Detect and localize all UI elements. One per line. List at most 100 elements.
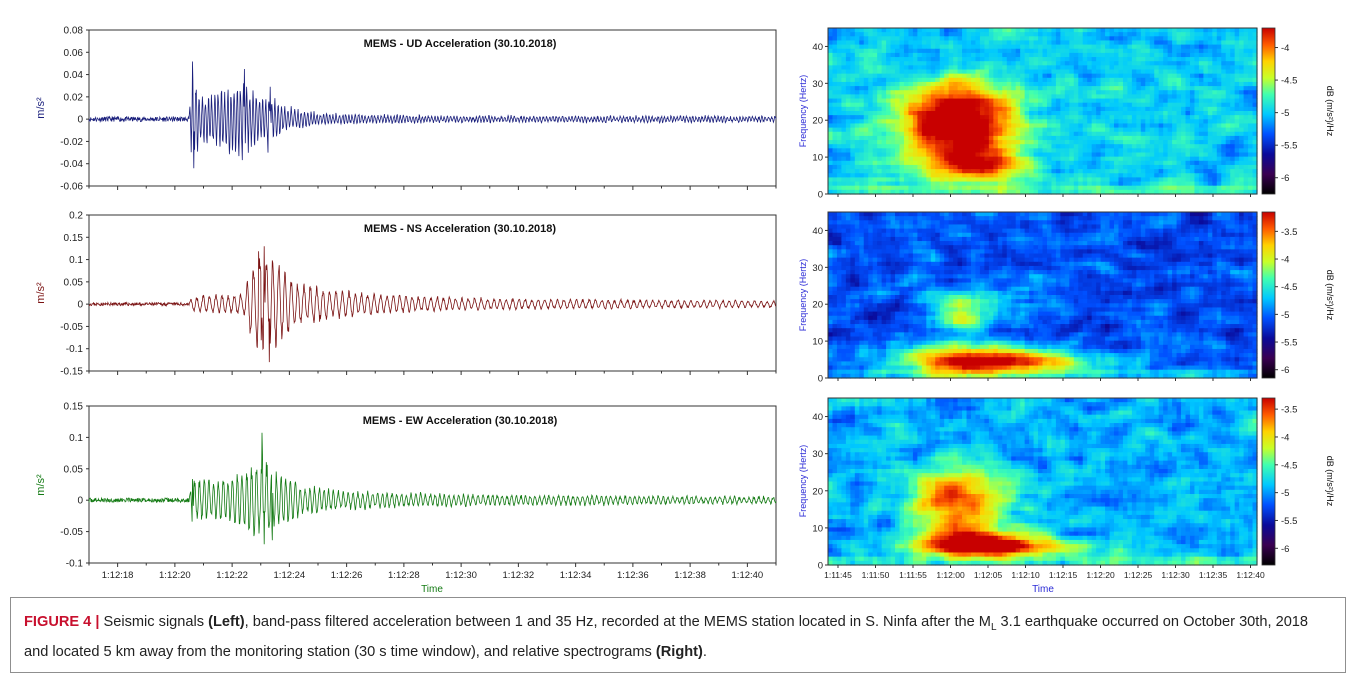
spectrogram-cell (899, 224, 905, 230)
spectrogram-cell (1158, 177, 1164, 183)
spectrogram-cell (1087, 94, 1093, 100)
spectrogram-cell (841, 228, 847, 234)
spectrogram-cell (877, 173, 883, 178)
spectrogram-cell (1234, 40, 1240, 46)
spectrogram-cell (845, 77, 851, 83)
spectrogram-cell (984, 65, 990, 71)
spectrogram-cell (1078, 164, 1084, 170)
spectrogram-cell (1172, 81, 1178, 87)
spectrogram-cell (971, 148, 977, 154)
spectrogram-cell (1118, 212, 1124, 217)
spectrogram-cell (1006, 232, 1012, 238)
spectrogram-cell (979, 61, 986, 66)
spectrogram-cell (899, 127, 905, 133)
spectrogram-cell (1248, 169, 1254, 174)
spectrogram-cell (1100, 173, 1106, 178)
spectrogram-cell (953, 249, 959, 255)
spectrogram-cell (1221, 32, 1227, 37)
spectrogram-cell (1230, 48, 1236, 54)
spectrogram-cell (1136, 52, 1142, 58)
spectrogram-cell (993, 185, 999, 191)
spectrogram-cell (1033, 140, 1039, 145)
spectrogram-cell (1038, 164, 1044, 170)
spectrogram-cell (1069, 181, 1075, 187)
spectrogram-cell (1046, 241, 1053, 246)
spectrogram-cell (948, 44, 954, 50)
spectrogram-cell (1198, 52, 1204, 58)
spectrogram-cell (836, 94, 843, 100)
spectrogram-cell (1252, 32, 1258, 37)
spectrogram-cell (1078, 123, 1084, 129)
spectrogram-cell (1203, 102, 1209, 108)
spectrogram-cell (930, 123, 936, 129)
spectrogram-cell (850, 98, 856, 104)
spectrogram-cell (903, 169, 910, 174)
spectrogram-cell (881, 90, 887, 95)
spectrogram-cell (1064, 28, 1070, 33)
spectrogram-cell (1198, 177, 1204, 183)
spectrogram-cell (1064, 169, 1070, 174)
spectrogram-cell (1073, 164, 1079, 170)
spectrogram-cell (1051, 177, 1057, 183)
spectrogram-cell (881, 131, 887, 137)
spectrogram-cell (895, 131, 901, 137)
spectrogram-cell (854, 156, 860, 162)
spectrogram-cell (966, 94, 972, 100)
spectrogram-cell (1176, 212, 1182, 217)
spectrogram-cell (1239, 148, 1245, 154)
spectrogram-cell (877, 94, 883, 100)
spectrogram-cell (1122, 156, 1129, 162)
spectrogram-cell (899, 131, 905, 137)
spectrogram-cell (1055, 135, 1061, 141)
spectrogram-cell (971, 77, 977, 83)
spectrogram-cell (1091, 185, 1097, 191)
spectrogram-cell (1087, 57, 1093, 62)
spectrogram-cell (979, 36, 986, 42)
spectrogram-cell (836, 57, 843, 62)
spectrogram-cell (845, 249, 851, 255)
spectrogram-cell (1194, 241, 1200, 246)
spectrogram-cell (1243, 220, 1249, 226)
spectrogram-cell (1060, 127, 1066, 133)
spectrogram-cell (1203, 111, 1209, 116)
spectrogram-cell (917, 44, 923, 50)
spectrogram-cell (1011, 164, 1017, 170)
spectrogram-cell (859, 40, 865, 46)
spectrogram-cell (1198, 232, 1204, 238)
spectrogram-cell (1172, 185, 1178, 191)
x-tick-label: 1:12:38 (674, 570, 706, 581)
spectrogram-cell (854, 148, 860, 154)
spectrogram-cell (1033, 173, 1039, 178)
spectrogram-cell (1020, 236, 1026, 242)
spectrogram-cell (1234, 77, 1240, 83)
spectrogram-cell (836, 140, 843, 145)
spectrogram-cell (1055, 69, 1061, 75)
spectrogram-cell (966, 73, 972, 79)
spectrogram-cell (1234, 189, 1240, 195)
spectrogram-cell (1015, 144, 1021, 149)
spectrogram-cell (841, 111, 847, 116)
spectrogram-cell (1064, 148, 1070, 154)
spectrogram-cell (1020, 28, 1026, 33)
spectrogram-cell (868, 241, 874, 246)
spectrogram-cell (1149, 44, 1155, 50)
spectrogram-cell (1082, 140, 1088, 145)
spectrogram-cell (1118, 127, 1124, 133)
spectrogram-cell (1078, 65, 1084, 71)
spectrogram-cell (962, 73, 968, 79)
spectrogram-cell (881, 123, 887, 129)
spectrogram-cell (903, 177, 910, 183)
spectrogram-cell (868, 61, 874, 66)
spectrogram-cell (1225, 249, 1231, 255)
spectrogram-cell (1114, 119, 1120, 125)
spectrogram-cell (953, 119, 959, 125)
spectrogram-cell (859, 73, 865, 79)
spectrogram-cell (1140, 212, 1146, 217)
spectrogram-cell (971, 236, 977, 242)
spectrogram-cell (877, 164, 883, 170)
spectrogram-cell (1006, 135, 1012, 141)
spectrogram-cell (903, 224, 910, 230)
spectrogram-cell (1015, 164, 1021, 170)
spectrogram-cell (1087, 98, 1093, 104)
spectrogram-cell (1064, 52, 1070, 58)
